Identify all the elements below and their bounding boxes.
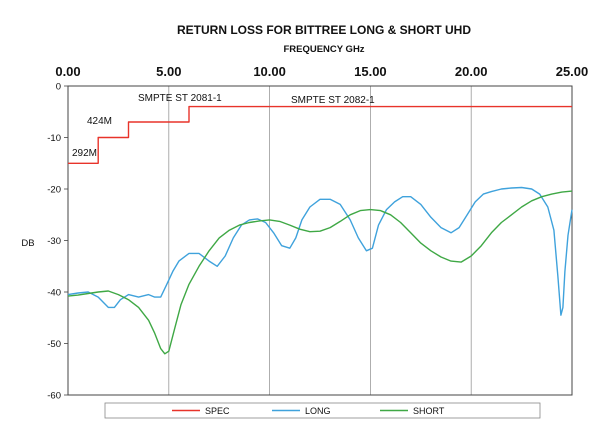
y-tick-label: -60	[47, 391, 61, 402]
y-tick-label: -40	[47, 288, 61, 299]
legend-box	[104, 402, 541, 419]
x-axis-label: FREQUENCY GHz	[283, 44, 364, 55]
x-tick-label: 25.00	[556, 64, 589, 79]
annotation-292m: 292M	[72, 148, 97, 159]
y-tick-label: -50	[47, 339, 61, 350]
y-axis-label: DB	[21, 238, 34, 249]
x-tick-label: 5.00	[156, 64, 181, 79]
legend: SPEC LONG SHORT	[172, 406, 445, 416]
x-tick-label: 15.00	[354, 64, 387, 79]
legend-label-spec: SPEC	[205, 406, 230, 416]
plot-area	[67, 85, 573, 396]
x-tick-label: 10.00	[253, 64, 286, 79]
annotation-smpte-2082: SMPTE ST 2082-1	[291, 95, 375, 106]
legend-label-short: SHORT	[413, 406, 445, 416]
x-tick-label: 20.00	[455, 64, 488, 79]
x-tick-label: 0.00	[55, 64, 80, 79]
x-axis-ticks: 0.00 5.00 10.00 15.00 20.00 25.00	[55, 64, 588, 79]
y-axis-ticks: 0 -10 -20 -30 -40 -50 -60	[47, 82, 68, 402]
series-line-spec	[68, 105, 572, 165]
annotation-smpte-2081: SMPTE ST 2081-1	[138, 93, 222, 104]
series-lines	[67, 105, 573, 355]
series-line-short	[67, 190, 573, 355]
series-line-long	[67, 186, 573, 316]
chart-title: RETURN LOSS FOR BITTREE LONG & SHORT UHD	[177, 23, 471, 37]
annotation-424m: 424M	[87, 116, 112, 127]
legend-label-long: LONG	[305, 406, 331, 416]
y-tick-label: -30	[47, 236, 61, 247]
y-tick-label: -10	[47, 133, 61, 144]
y-tick-label: 0	[56, 82, 61, 93]
gridlines	[168, 86, 472, 395]
y-tick-label: -20	[47, 185, 61, 196]
